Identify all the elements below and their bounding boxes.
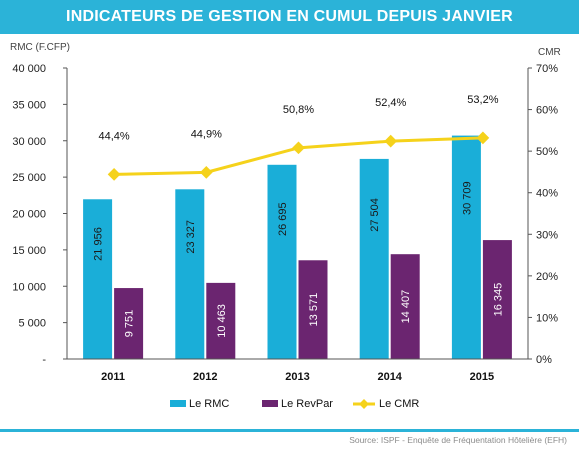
bar-revpar-2011 <box>114 288 144 359</box>
bar-label-rmc-2012: 23 327 <box>185 220 197 254</box>
point-cmr-2013 <box>292 141 305 155</box>
point-cmr-2015 <box>476 131 490 145</box>
y-tick-label-right: 70% <box>536 63 558 75</box>
bar-label-rmc-2014: 27 504 <box>369 198 381 232</box>
x-tick-label-2013: 2013 <box>285 371 309 383</box>
y-tick-label-right: 0% <box>536 354 552 366</box>
bar-rmc-2011 <box>83 199 113 359</box>
y-tick-label-right: 30% <box>536 229 558 241</box>
y-tick-label-left: 25 000 <box>12 172 46 184</box>
y-axis-right-title: CMR <box>538 47 561 58</box>
y-tick-label-left: - <box>42 354 46 366</box>
bar-label-revpar-2014: 14 407 <box>400 290 412 324</box>
y-tick-label-left: 15 000 <box>12 245 46 257</box>
bar-label-revpar-2015: 16 345 <box>492 283 504 317</box>
y-tick-label-right: 10% <box>536 312 558 324</box>
y-tick-label-left: 40 000 <box>12 63 46 75</box>
y-tick-label-right: 50% <box>536 146 558 158</box>
x-tick-label-2011: 2011 <box>101 371 125 383</box>
legend-label-rmc: Le RMC <box>189 398 229 410</box>
point-label-cmr-2011: 44,4% <box>98 130 129 142</box>
bar-label-rmc-2013: 26 695 <box>277 202 289 236</box>
y-tick-label-left: 35 000 <box>12 99 46 111</box>
legend-swatch-rmc <box>170 400 186 407</box>
bar-rmc-2013 <box>267 164 297 359</box>
x-tick-label-2014: 2014 <box>377 371 402 383</box>
bar-label-revpar-2013: 13 571 <box>308 293 320 327</box>
bar-revpar-2014 <box>390 254 420 359</box>
point-label-cmr-2015: 53,2% <box>467 94 498 106</box>
y-tick-label-right: 20% <box>536 271 558 283</box>
chart-title: INDICATEURS DE GESTION EN CUMUL DEPUIS J… <box>0 0 579 34</box>
y-tick-label-left: 30 000 <box>12 136 46 148</box>
y-tick-label-left: 10 000 <box>12 281 46 293</box>
y-axis-left-title: RMC (F.CFP) <box>10 42 70 53</box>
bar-rmc-2014 <box>359 158 389 359</box>
y-tick-label-left: 20 000 <box>12 209 46 221</box>
bar-label-rmc-2015: 30 709 <box>461 181 473 215</box>
legend-label-cmr: Le CMR <box>379 398 419 410</box>
point-label-cmr-2013: 50,8% <box>283 104 314 116</box>
bar-label-rmc-2011: 21 956 <box>93 227 105 261</box>
y-tick-label-left: 5 000 <box>18 318 46 330</box>
bar-label-revpar-2011: 9 751 <box>124 310 136 338</box>
bar-revpar-2013 <box>298 260 328 359</box>
legend-label-revpar: Le RevPar <box>281 398 333 410</box>
bar-revpar-2015 <box>482 240 512 359</box>
point-cmr-2012 <box>199 165 213 179</box>
chart-area: RMC (F.CFP) CMR - 5 000 10 000 15 000 20 000 25… <box>0 34 579 431</box>
point-cmr-2014 <box>384 134 398 148</box>
bar-rmc-2015 <box>451 135 481 359</box>
bottom-rule <box>0 429 579 432</box>
point-label-cmr-2014: 52,4% <box>375 97 406 109</box>
y-tick-label-right: 60% <box>536 105 558 117</box>
legend-swatch-revpar <box>262 400 278 407</box>
bar-revpar-2012 <box>206 282 236 359</box>
combo-chart: RMC (F.CFP) CMR - 5 000 10 000 15 000 20 000 25… <box>10 42 561 410</box>
bar-label-revpar-2012: 10 463 <box>216 304 228 338</box>
source-note: Source: ISPF - Enquête de Fréquentation … <box>349 435 567 445</box>
point-cmr-2011 <box>107 168 121 181</box>
bar-rmc-2012 <box>175 189 205 359</box>
point-label-cmr-2012: 44,9% <box>191 128 222 140</box>
legend-swatch-cmr-marker <box>359 399 369 409</box>
x-tick-label-2015: 2015 <box>470 371 494 383</box>
x-tick-label-2012: 2012 <box>193 371 217 383</box>
y-tick-label-right: 40% <box>536 188 558 200</box>
